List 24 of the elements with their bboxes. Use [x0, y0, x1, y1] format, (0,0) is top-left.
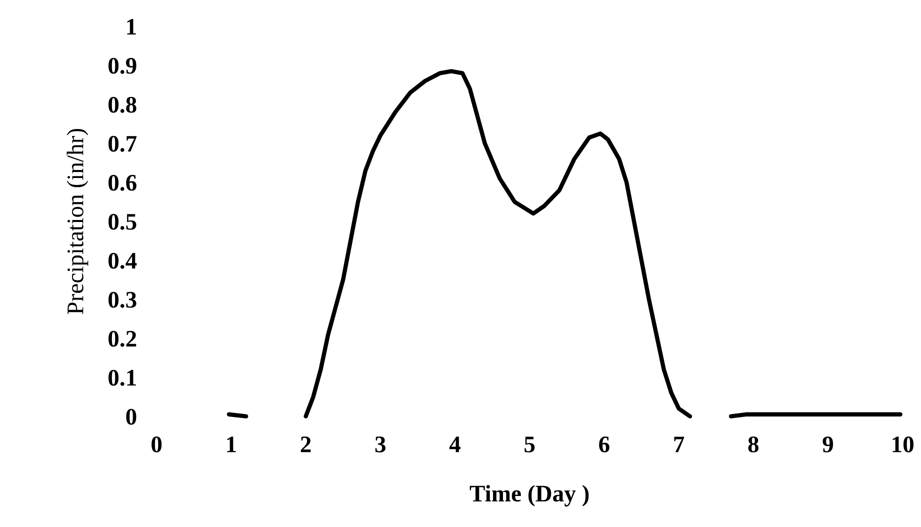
- x-tick-label: 2: [300, 436, 311, 452]
- x-tick-label: 5: [524, 436, 535, 452]
- x-tick-label: 6: [599, 436, 610, 452]
- x-tick-label: 3: [375, 436, 386, 452]
- x-tick-label: 4: [449, 436, 460, 452]
- x-tick-label: 10: [892, 436, 914, 452]
- y-tick-label: 0: [126, 408, 136, 425]
- x-tick-label: 1: [227, 436, 236, 452]
- x-tick-label: 8: [748, 436, 758, 452]
- y-tick-label: 0.7: [108, 136, 137, 152]
- y-tick-label: 0.9: [108, 58, 136, 74]
- x-tick-label: 9: [822, 436, 834, 452]
- x-tick-label: 0: [152, 436, 162, 452]
- x-tick-label: 7: [674, 436, 684, 452]
- y-tick-label: 0.1: [108, 370, 136, 386]
- y-tick-label: 0.8: [108, 96, 136, 113]
- y-tick-label: 1: [127, 18, 136, 35]
- y-tick-label: 0.4: [108, 252, 137, 269]
- x-axis-title: Time (Day ): [470, 484, 589, 506]
- y-tick-label: 0.3: [108, 292, 136, 308]
- y-tick-label: 0.2: [108, 330, 136, 347]
- y-tick-label: 0.5: [108, 214, 136, 230]
- y-tick-label: 0.6: [108, 174, 136, 191]
- y-axis-title: Precipitation (in/hr): [66, 128, 88, 314]
